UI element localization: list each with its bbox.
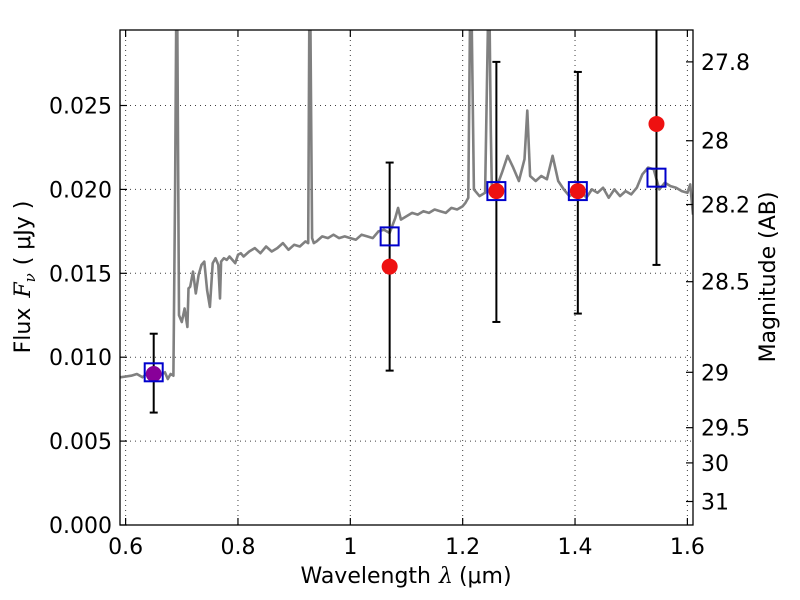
y2-tick-label: 31 xyxy=(701,491,729,516)
y-tick-label: 0.020 xyxy=(49,178,112,203)
observed-point-marker xyxy=(648,115,665,132)
x-axis-label: Wavelength λ (μm) xyxy=(300,564,511,589)
y-tick-label: 0.015 xyxy=(49,262,112,287)
x-tick-label: 1.4 xyxy=(558,535,593,560)
y-tick-label: 0.025 xyxy=(49,95,112,120)
y-axis-label: FluxFν( μJy ) xyxy=(11,201,39,354)
observed-point-marker xyxy=(488,183,505,200)
y-tick-label: 0.010 xyxy=(49,346,112,371)
x-tick-label: 0.8 xyxy=(220,535,255,560)
model-square-marker xyxy=(486,181,507,202)
y2-tick-label: 28.2 xyxy=(701,194,750,219)
y2-tick-label: 29 xyxy=(701,361,729,386)
spectrum-line xyxy=(120,30,693,381)
observed-point-marker xyxy=(569,183,586,200)
grid xyxy=(120,30,693,525)
y2-tick-label: 27.8 xyxy=(701,51,750,76)
model-square-marker xyxy=(143,362,164,383)
y-tick-label: 0.005 xyxy=(49,430,112,455)
x-tick-label: 0.6 xyxy=(108,535,143,560)
plot-frame xyxy=(119,29,694,526)
y2-tick-label: 30 xyxy=(701,452,729,477)
data-layer xyxy=(120,30,693,381)
observed-point-marker xyxy=(145,365,162,382)
y-tick-label: 0.000 xyxy=(49,514,112,539)
errorbar-layer xyxy=(143,30,667,414)
model-square-marker xyxy=(379,226,400,247)
y2-tick-label: 28.5 xyxy=(701,271,750,296)
observed-point-marker xyxy=(381,258,398,275)
model-square-marker xyxy=(646,167,667,188)
x-tick-label: 1 xyxy=(343,535,357,560)
y2-tick-label: 29.5 xyxy=(701,417,750,442)
ticks: 0.6 0.8 1 1.2 1.4 1.6 0.000 0.005 0.010 0.015 0.02… xyxy=(49,30,750,560)
y2-axis-label: Magnitude (AB) xyxy=(756,192,781,363)
x-tick-label: 1.6 xyxy=(670,535,705,560)
y2-tick-label: 28 xyxy=(701,130,729,155)
model-square-marker xyxy=(567,181,588,202)
x-tick-label: 1.2 xyxy=(445,535,480,560)
